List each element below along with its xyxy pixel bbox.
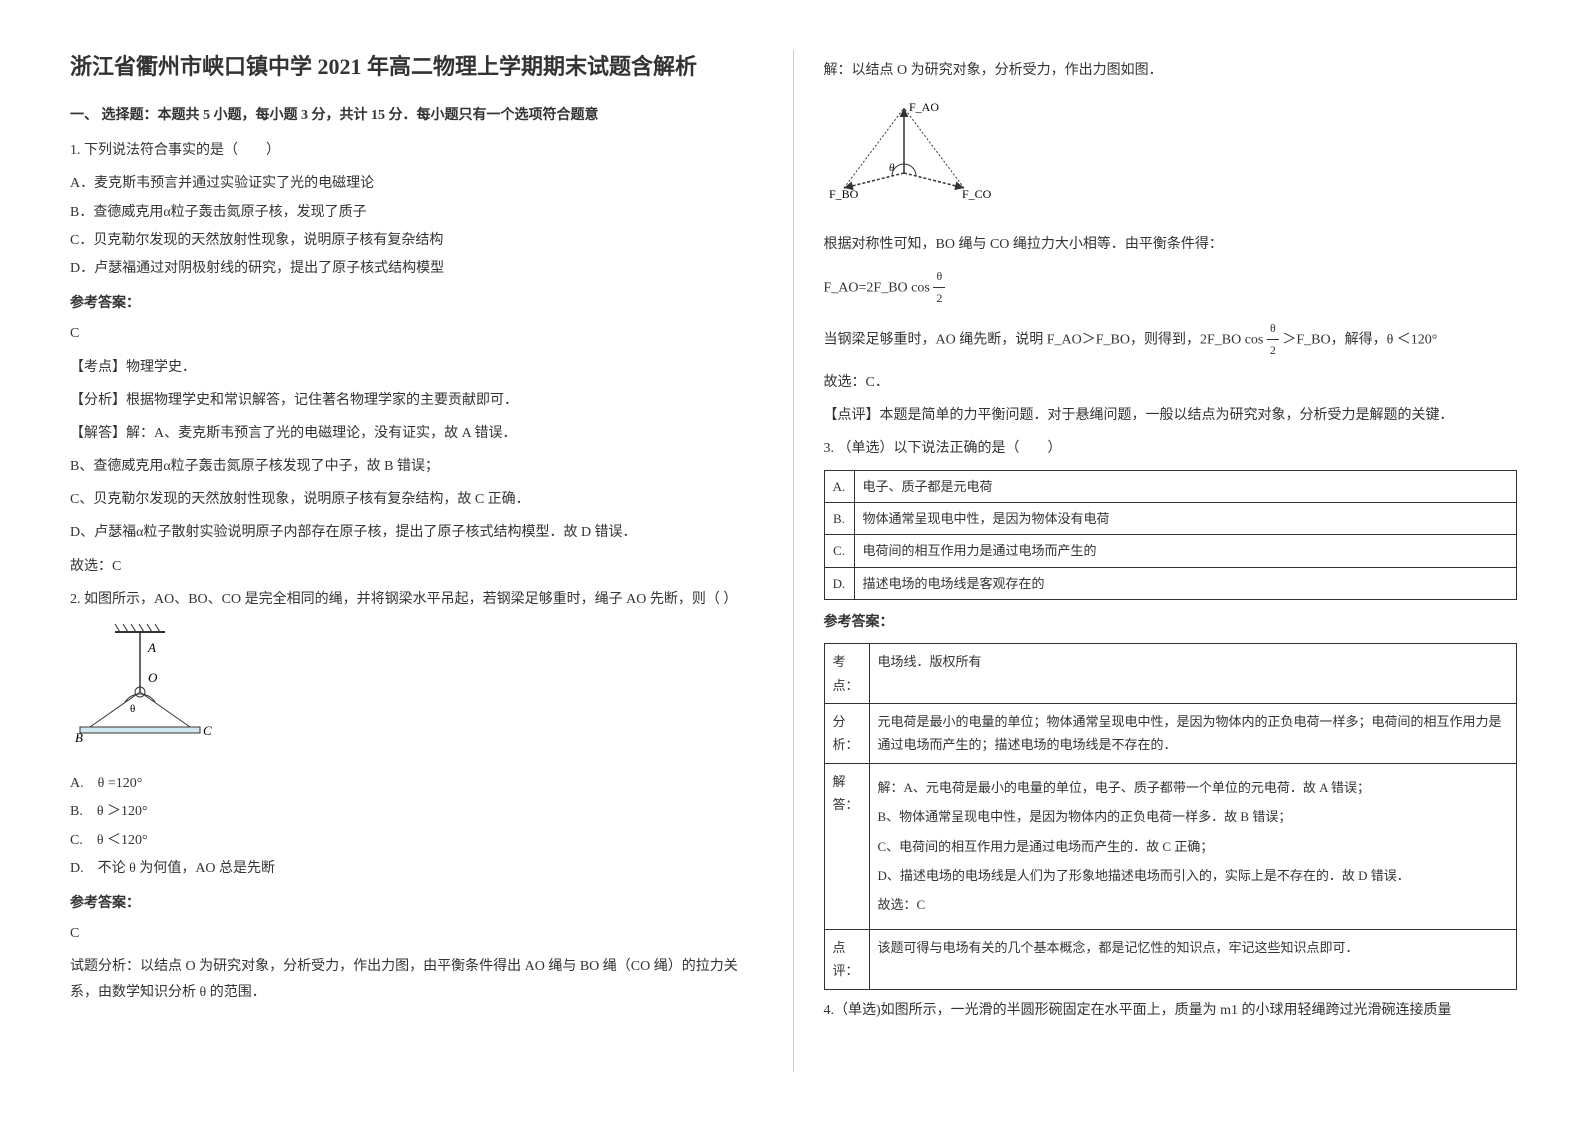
q2-dianping: 【点评】本题是简单的力平衡问题．对于悬绳问题，一般以结点为研究对象，分析受力是解…: [824, 403, 1518, 428]
row-label: 考点：: [824, 644, 869, 704]
opt-text: 描述电场的电场线是客观存在的: [854, 567, 1517, 599]
q1-kaodian: 【考点】物理学史．: [70, 355, 763, 380]
table-row: A. 电子、质子都是元电荷: [824, 470, 1517, 502]
jieda-line: 故选：C: [878, 893, 1509, 916]
q1-answer-label: 参考答案：: [70, 291, 763, 316]
table-row: D. 描述电场的电场线是客观存在的: [824, 567, 1517, 599]
q2-formula: F_AO=2F_BO cos θ 2: [824, 266, 1518, 310]
jieda-line: 解：A、元电荷是最小的电量的单位，电子、质子都带一个单位的元电荷．故 A 错误；: [878, 776, 1509, 799]
fraction-icon: θ 2: [933, 266, 945, 310]
condition-pre: 当钢梁足够重时，AO 绳先断，说明 F_AO＞F_BO，则得到，2F_BO co…: [824, 332, 1264, 347]
table-row: 分析： 元电荷是最小的电量的单位；物体通常呈现电中性，是因为物体内的正负电荷一样…: [824, 704, 1517, 764]
opt-text: 物体通常呈现电中性，是因为物体没有电荷: [854, 502, 1517, 534]
svg-text:A: A: [147, 640, 156, 655]
svg-text:F_AO: F_AO: [909, 100, 939, 114]
q1-option-d: D．卢瑟福通过对阴极射线的研究，提出了原子核式结构模型: [70, 256, 763, 281]
svg-text:θ: θ: [889, 162, 895, 174]
row-content: 该题可得与电场有关的几个基本概念，都是记忆性的知识点，牢记这些知识点即可．: [869, 929, 1517, 989]
q2-option-a: A. θ =120°: [70, 771, 763, 796]
q3-options-table: A. 电子、质子都是元电荷 B. 物体通常呈现电中性，是因为物体没有电荷 C. …: [824, 470, 1518, 601]
jieda-line: B、物体通常呈现电中性，是因为物体内的正负电荷一样多．故 B 错误；: [878, 805, 1509, 828]
q1-stem: 1. 下列说法符合事实的是（ ）: [70, 138, 763, 163]
svg-text:C: C: [203, 723, 212, 738]
svg-text:O: O: [148, 670, 158, 685]
opt-label: C.: [824, 535, 854, 567]
table-row: C. 电荷间的相互作用力是通过电场而产生的: [824, 535, 1517, 567]
row-content: 解：A、元电荷是最小的电量的单位，电子、质子都带一个单位的元电荷．故 A 错误；…: [869, 763, 1517, 929]
q1-jieda-b: B、查德威克用α粒子轰击氮原子核发现了中子，故 B 错误；: [70, 454, 763, 479]
section-header: 一、 选择题：本题共 5 小题，每小题 3 分，共计 15 分．每小题只有一个选…: [70, 103, 763, 128]
fraction-icon-2: θ 2: [1267, 318, 1279, 362]
svg-text:B: B: [75, 730, 83, 745]
document-title: 浙江省衢州市峡口镇中学 2021 年高二物理上学期期末试题含解析: [70, 50, 763, 83]
q2-guxuan: 故选：C．: [824, 370, 1518, 395]
table-row: 点评： 该题可得与电场有关的几个基本概念，都是记忆性的知识点，牢记这些知识点即可…: [824, 929, 1517, 989]
q1-guxuan: 故选：C: [70, 554, 763, 579]
q2-force-diagram: F_AO F_BO F_CO θ: [824, 93, 1518, 222]
opt-text: 电子、质子都是元电荷: [854, 470, 1517, 502]
q2-jie: 解：以结点 O 为研究对象，分析受力，作出力图如图．: [824, 58, 1518, 83]
q1-jieda-c: C、贝克勒尔发现的天然放射性现象，说明原子核有复杂结构，故 C 正确．: [70, 487, 763, 512]
q1-fenxi: 【分析】根据物理学史和常识解答，记住著名物理学家的主要贡献即可．: [70, 388, 763, 413]
q3-analysis-table: 考点： 电场线．版权所有 分析： 元电荷是最小的电量的单位；物体通常呈现电中性，…: [824, 643, 1518, 989]
q1-answer: C: [70, 321, 763, 346]
q3-stem: 3. （单选）以下说法正确的是（ ）: [824, 436, 1518, 461]
q1-jieda-a: 【解答】解：A、麦克斯韦预言了光的电磁理论，没有证实，故 A 错误．: [70, 421, 763, 446]
svg-text:θ: θ: [130, 703, 135, 715]
row-label: 分析：: [824, 704, 869, 764]
q1-option-a: A．麦克斯韦预言并通过实验证实了光的电磁理论: [70, 171, 763, 196]
q2-answer: C: [70, 921, 763, 946]
q4-stem: 4.（单选)如图所示，一光滑的半圆形碗固定在水平面上，质量为 m1 的小球用轻绳…: [824, 998, 1518, 1023]
table-row: 解答： 解：A、元电荷是最小的电量的单位，电子、质子都带一个单位的元电荷．故 A…: [824, 763, 1517, 929]
q2-option-b: B. θ ＞120°: [70, 799, 763, 824]
q2-analysis1: 试题分析：以结点 O 为研究对象，分析受力，作出力图，由平衡条件得出 AO 绳与…: [70, 954, 763, 1004]
opt-label: B.: [824, 502, 854, 534]
table-row: 考点： 电场线．版权所有: [824, 644, 1517, 704]
q2-stem: 2. 如图所示，AO、BO、CO 是完全相同的绳，并将钢梁水平吊起，若钢梁足够重…: [70, 587, 763, 612]
q2-option-c: C. θ ＜120°: [70, 828, 763, 853]
right-column: 解：以结点 O 为研究对象，分析受力，作出力图如图． F_AO F_BO F_C…: [794, 50, 1548, 1072]
opt-label: D.: [824, 567, 854, 599]
q1-jieda-d: D、卢瑟福α粒子散射实验说明原子内部存在原子核，提出了原子核式结构模型．故 D …: [70, 520, 763, 545]
q1-option-c: C．贝克勒尔发现的天然放射性现象，说明原子核有复杂结构: [70, 228, 763, 253]
opt-label: A.: [824, 470, 854, 502]
row-label: 解答：: [824, 763, 869, 929]
table-row: B. 物体通常呈现电中性，是因为物体没有电荷: [824, 502, 1517, 534]
condition-post: ＞F_BO，解得，θ ＜120°: [1282, 332, 1437, 347]
svg-text:F_CO: F_CO: [962, 187, 992, 201]
row-content: 元电荷是最小的电量的单位；物体通常呈现电中性，是因为物体内的正负电荷一样多；电荷…: [869, 704, 1517, 764]
q1-option-b: B．查德威克用α粒子轰击氮原子核，发现了质子: [70, 200, 763, 225]
row-label: 点评：: [824, 929, 869, 989]
q3-answer-label: 参考答案：: [824, 610, 1518, 635]
left-column: 浙江省衢州市峡口镇中学 2021 年高二物理上学期期末试题含解析 一、 选择题：…: [40, 50, 794, 1072]
opt-text: 电荷间的相互作用力是通过电场而产生的: [854, 535, 1517, 567]
q2-option-d: D. 不论 θ 为何值，AO 总是先断: [70, 856, 763, 881]
q2-diagram: A O θ B C: [70, 622, 763, 761]
q2-symmetry: 根据对称性可知，BO 绳与 CO 绳拉力大小相等．由平衡条件得：: [824, 232, 1518, 257]
jieda-line: D、描述电场的电场线是人们为了形象地描述电场而引入的，实际上是不存在的．故 D …: [878, 864, 1509, 887]
q2-answer-label: 参考答案：: [70, 891, 763, 916]
svg-text:F_BO: F_BO: [829, 187, 859, 201]
jieda-line: C、电荷间的相互作用力是通过电场而产生的．故 C 正确；: [878, 835, 1509, 858]
q2-condition: 当钢梁足够重时，AO 绳先断，说明 F_AO＞F_BO，则得到，2F_BO co…: [824, 318, 1518, 362]
row-content: 电场线．版权所有: [869, 644, 1517, 704]
formula-text: F_AO=2F_BO cos: [824, 280, 930, 295]
